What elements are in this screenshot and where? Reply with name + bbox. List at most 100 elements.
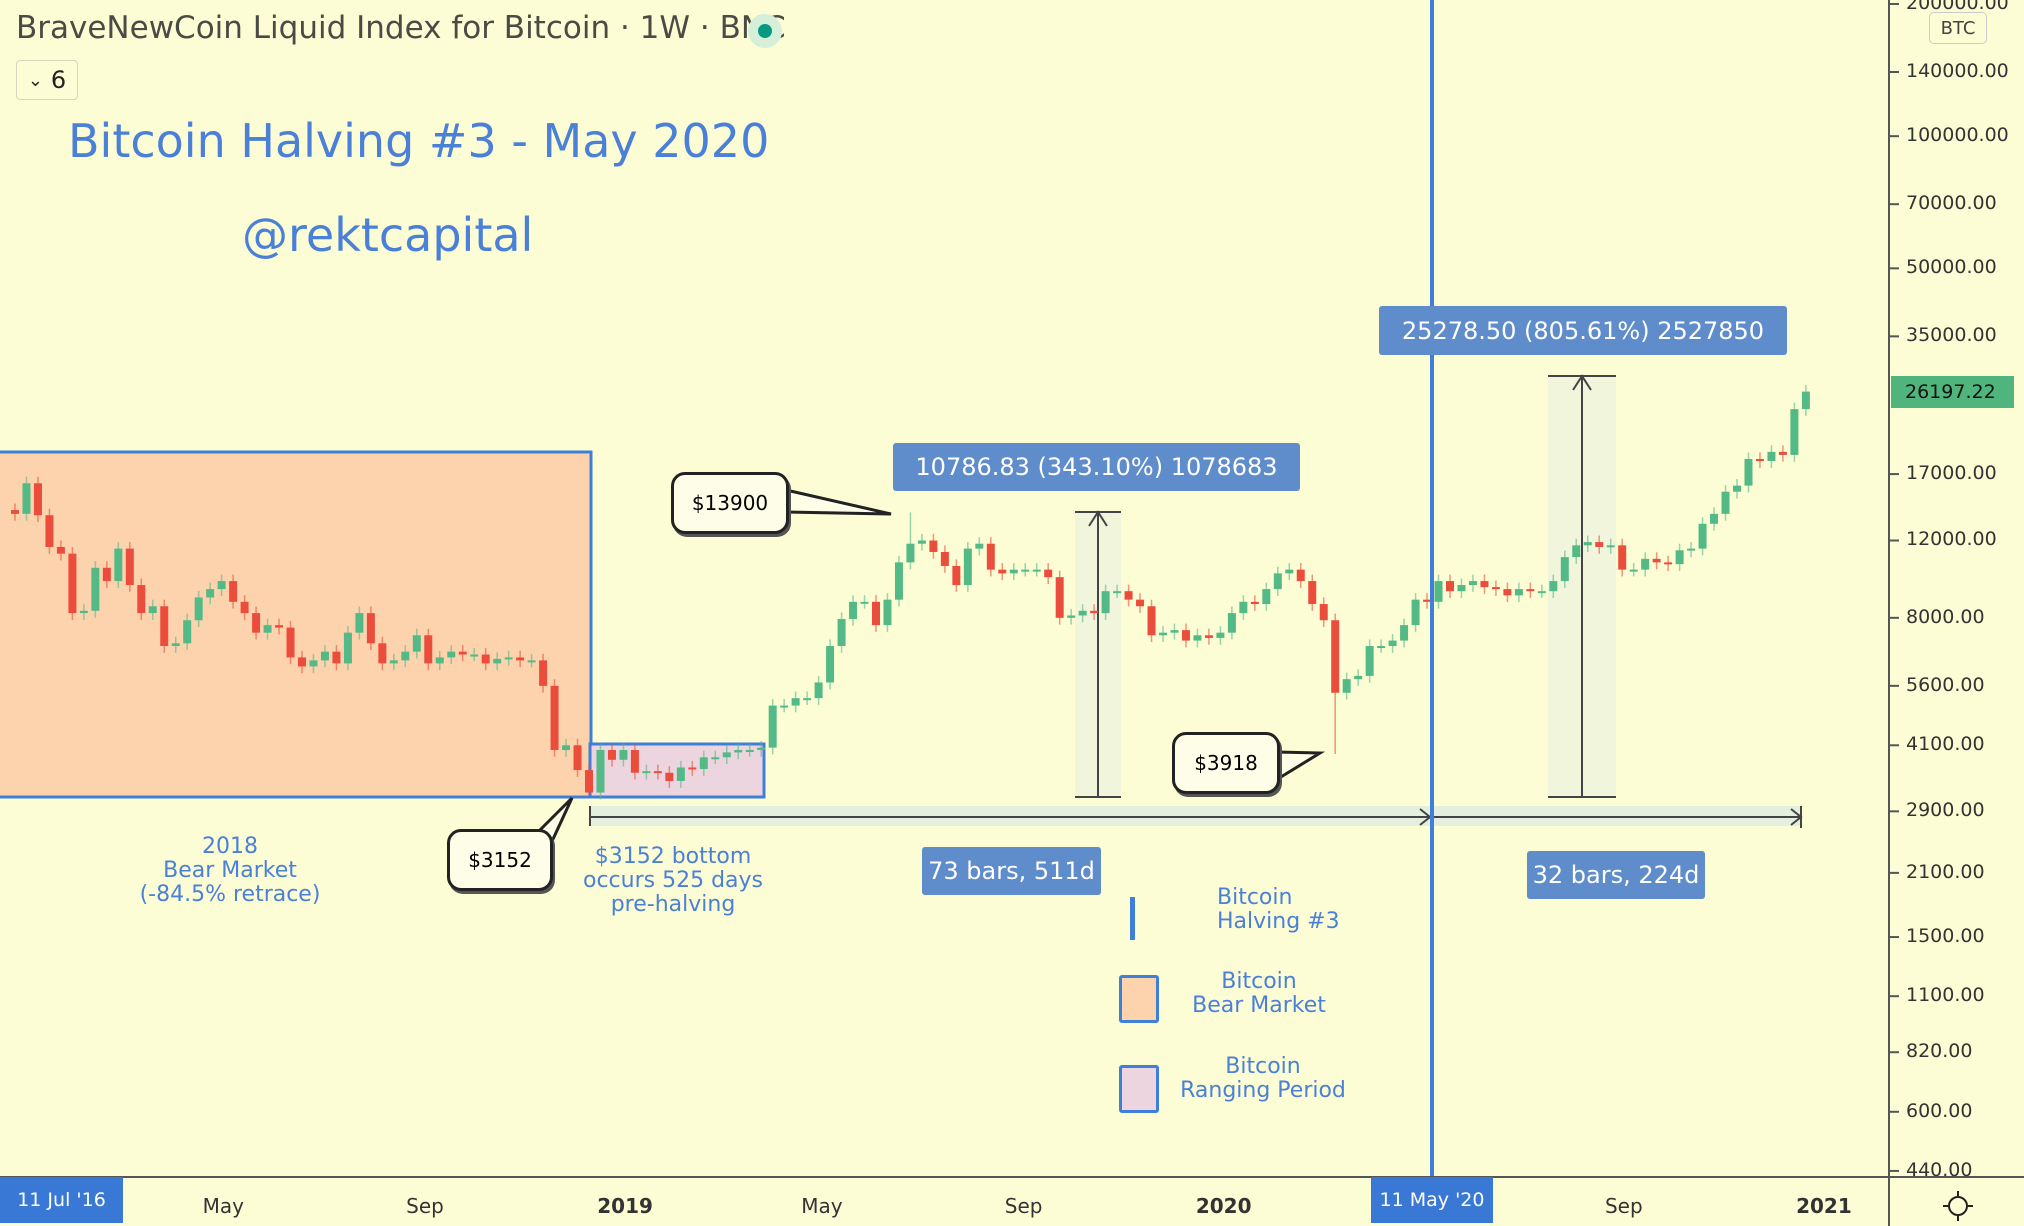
candle-body — [1560, 557, 1569, 582]
candle-body — [1629, 569, 1638, 572]
candle-body — [585, 770, 593, 793]
candle-body — [837, 619, 846, 647]
candle-body — [481, 654, 490, 664]
candle-body — [286, 627, 295, 658]
candle-body — [1377, 646, 1386, 649]
candle-body — [940, 551, 949, 566]
settings-icon[interactable] — [1943, 1191, 1973, 1221]
candle-body — [332, 651, 341, 664]
last-price-tag: 26197.22 — [1891, 376, 2014, 408]
candle-body — [1733, 485, 1741, 492]
candle-body — [768, 705, 777, 748]
candle-body — [630, 750, 639, 773]
price-tick-label: 12000.00 — [1906, 528, 1997, 551]
bear-market-box — [0, 450, 593, 799]
candle-body — [1698, 523, 1707, 549]
candle-body — [1434, 581, 1443, 602]
ranging-period-legend-icon — [1119, 1065, 1159, 1113]
bottom-price-callout: $3152 — [447, 829, 553, 891]
candle-body — [1480, 581, 1489, 588]
candle-body — [1572, 545, 1581, 558]
price-tick-label: 820.00 — [1906, 1040, 1973, 1063]
price-tick-label: 35000.00 — [1906, 324, 1997, 347]
candle-body — [194, 597, 203, 621]
candle-body — [1009, 569, 1018, 574]
currency-badge[interactable]: BTC — [1929, 12, 1987, 44]
label-line: 2018 — [202, 834, 258, 859]
candle-body — [1457, 585, 1466, 592]
candle-body — [550, 685, 559, 751]
candle-body — [1067, 615, 1076, 618]
candle-body — [1365, 646, 1374, 676]
price-tick-label: 4100.00 — [1906, 733, 1985, 756]
low-price-callout: $3918 — [1172, 732, 1280, 794]
candle-body — [803, 698, 812, 701]
label-line: Bear Market — [1192, 993, 1326, 1018]
candle-body — [1767, 451, 1776, 462]
indicators-toggle-button[interactable]: ⌄ 6 — [16, 60, 78, 100]
candle-body — [22, 483, 31, 514]
legend-ranging-period: Bitcoin Ranging Period — [1173, 1055, 1353, 1103]
candle-body — [906, 543, 915, 563]
arrowhead-icon — [1088, 510, 1108, 527]
candle-body — [309, 660, 318, 667]
time-tick-label: May — [202, 1194, 244, 1218]
price-range-label-1: 10786.83 (343.10%) 1078683 — [893, 443, 1300, 491]
candle-body — [33, 483, 42, 516]
candle-body — [229, 581, 238, 602]
candle-body — [458, 651, 467, 655]
candle-body — [252, 613, 261, 633]
candle-body — [1319, 604, 1328, 621]
candle-body — [573, 745, 582, 771]
candle-body — [653, 771, 662, 774]
candle-body — [1090, 610, 1099, 614]
candle-body — [56, 546, 65, 554]
candle-body — [1664, 562, 1673, 565]
candle-body — [1101, 591, 1110, 614]
candle-body — [114, 548, 123, 582]
candle-body — [1078, 610, 1087, 616]
candle-body — [137, 585, 146, 614]
annotation-title: Bitcoin Halving #3 - May 2020 — [68, 114, 770, 168]
candle-body — [1308, 581, 1317, 605]
label-line: occurs 525 days — [582, 868, 763, 893]
candle-body — [1239, 601, 1248, 614]
candle-body — [1423, 599, 1432, 602]
time-tick-label: 2019 — [597, 1194, 653, 1218]
candle-body — [699, 757, 708, 770]
time-tick-label: 2021 — [1796, 1194, 1852, 1218]
candle-body — [539, 660, 548, 686]
price-range-label-2: 25278.50 (805.61%) 2527850 — [1379, 306, 1787, 355]
candle-body — [1583, 542, 1592, 546]
candle-body — [343, 632, 352, 664]
high-price-callout: $13900 — [671, 472, 789, 534]
candle-body — [493, 658, 502, 664]
candle-body — [148, 606, 157, 614]
time-tick-label: 2020 — [1195, 1194, 1252, 1218]
price-tick-label: 440.00 — [1906, 1158, 1973, 1181]
candle-body — [860, 601, 869, 604]
candle-body — [1250, 601, 1259, 605]
candle-body — [986, 543, 995, 570]
crosshair-date-label: 11 Jul '16 — [0, 1177, 123, 1223]
candle-body — [1652, 558, 1661, 563]
candle-body — [1159, 632, 1167, 636]
price-tick-label: 5600.00 — [1906, 673, 1985, 696]
candle-body — [894, 562, 903, 600]
candle-body — [1032, 569, 1041, 572]
price-tick-label: 2100.00 — [1906, 860, 1985, 883]
candle-body — [1491, 587, 1500, 590]
candle-body — [722, 752, 731, 758]
candle-body — [975, 543, 984, 549]
annotation-author: @rektcapital — [242, 208, 534, 262]
candle-body — [917, 540, 926, 544]
candle-body — [1446, 581, 1454, 592]
candle-body — [1044, 569, 1053, 578]
chart-title: BraveNewCoin Liquid Index for Bitcoin · … — [16, 10, 786, 46]
candle-body — [1147, 606, 1156, 636]
price-tick-marks — [1889, 2, 1899, 1172]
candle-body — [1801, 391, 1810, 410]
candle-body — [1618, 545, 1627, 570]
candle-body — [757, 747, 766, 751]
